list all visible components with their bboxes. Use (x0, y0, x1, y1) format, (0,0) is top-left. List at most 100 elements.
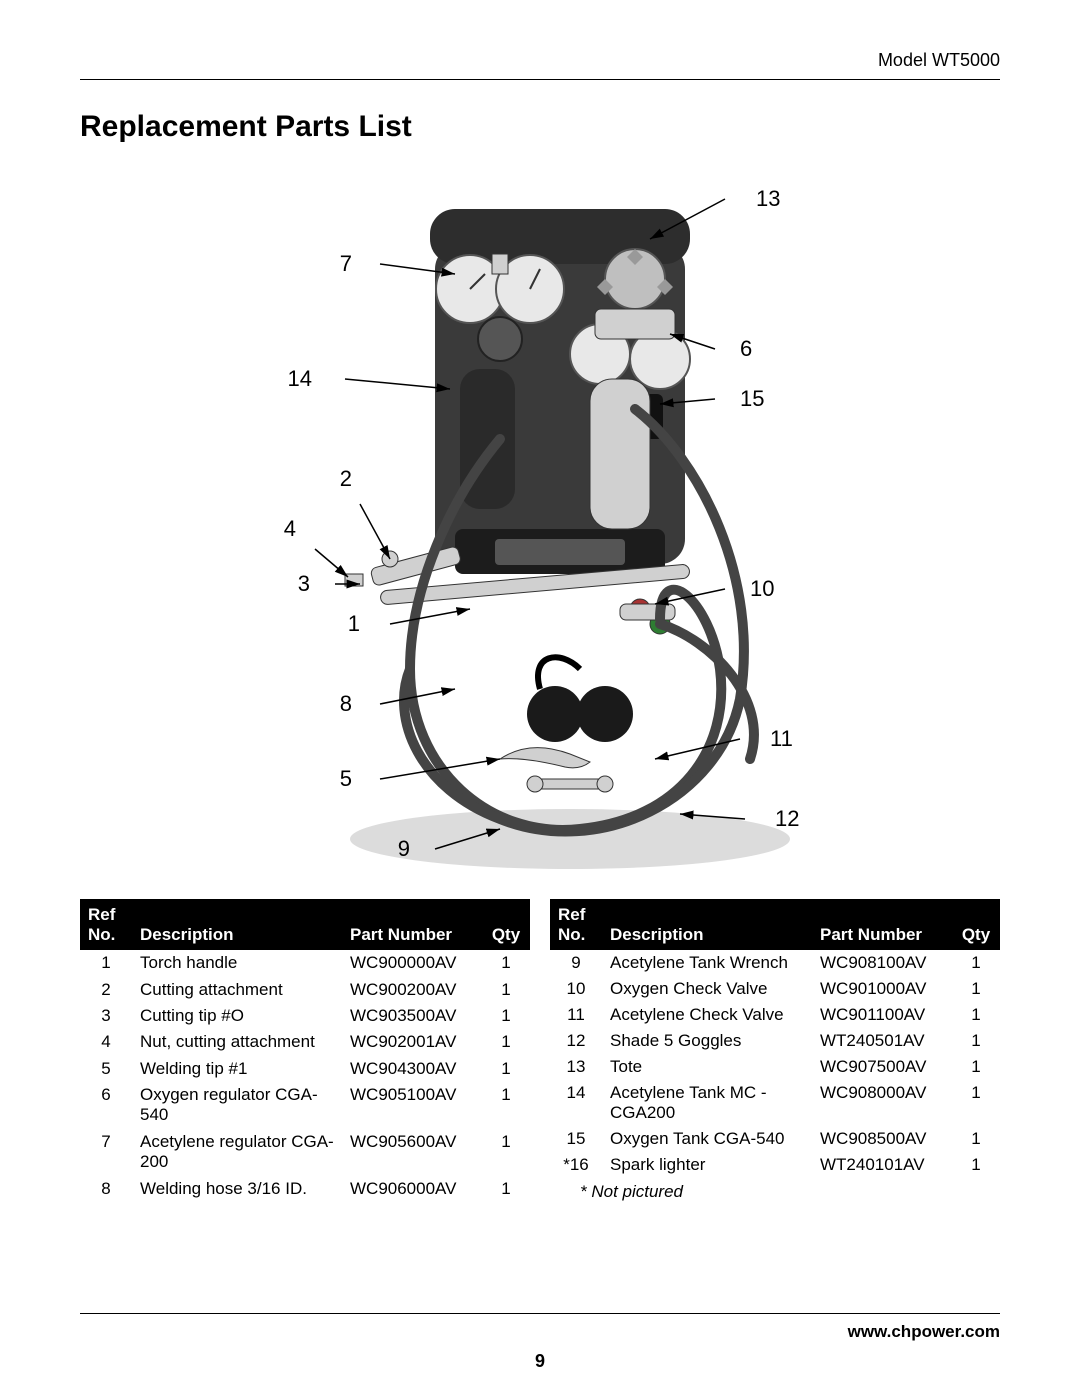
cell-ref: 12 (550, 1028, 602, 1054)
cell-ref: 1 (80, 950, 132, 976)
callout-number: 1 (348, 611, 360, 636)
table-row: *16Spark lighterWT240101AV1 (550, 1152, 1000, 1178)
cell-ref: 5 (80, 1056, 132, 1082)
cell-pn: WC901000AV (812, 976, 952, 1002)
cell-pn: WC900000AV (342, 950, 482, 976)
cell-desc: Welding tip #1 (132, 1056, 342, 1082)
callout-number: 6 (740, 336, 752, 361)
cell-pn: WC903500AV (342, 1003, 482, 1029)
table-row: 4Nut, cutting attachmentWC902001AV1 (80, 1029, 530, 1055)
cell-desc: Spark lighter (602, 1152, 812, 1178)
cell-desc: Tote (602, 1054, 812, 1080)
parts-diagram: 13 7 6 14 15 2 4 3 10 1 8 11 5 12 9 (240, 159, 840, 879)
col-pn: Part Number (812, 899, 952, 950)
cell-ref: *16 (550, 1152, 602, 1178)
callout-number: 8 (340, 691, 352, 716)
cell-qty: 1 (482, 977, 530, 1003)
cell-desc: Acetylene regulator CGA-200 (132, 1129, 342, 1176)
callout-number: 14 (288, 366, 312, 391)
cell-desc: Acetylene Tank Wrench (602, 950, 812, 976)
cell-qty: 1 (482, 1003, 530, 1029)
cell-qty: 1 (952, 976, 1000, 1002)
cell-ref: 8 (80, 1176, 132, 1203)
callout-number: 11 (770, 726, 793, 751)
table-row: 12Shade 5 GogglesWT240501AV1 (550, 1028, 1000, 1054)
callout-number: 15 (740, 386, 764, 411)
cell-qty: 1 (482, 1129, 530, 1176)
col-ref: Ref No. (80, 899, 132, 950)
cell-qty: 1 (952, 1002, 1000, 1028)
col-qty: Qty (952, 899, 1000, 950)
callout-number: 5 (340, 766, 352, 791)
table-row: 10Oxygen Check ValveWC901000AV1 (550, 976, 1000, 1002)
cell-pn: WC908000AV (812, 1080, 952, 1126)
cell-ref: 4 (80, 1029, 132, 1055)
table-row: 11Acetylene Check ValveWC901100AV1 (550, 1002, 1000, 1028)
page-number: 9 (0, 1351, 1080, 1372)
cell-pn: WC904300AV (342, 1056, 482, 1082)
cell-pn: WC902001AV (342, 1029, 482, 1055)
cell-qty: 1 (952, 950, 1000, 976)
cell-desc: Cutting tip #O (132, 1003, 342, 1029)
cell-qty: 1 (952, 1080, 1000, 1126)
cell-pn: WC900200AV (342, 977, 482, 1003)
cell-desc: Welding hose 3/16 ID. (132, 1176, 342, 1203)
cell-pn: WC906000AV (342, 1176, 482, 1203)
table-row: 3Cutting tip #OWC903500AV1 (80, 1003, 530, 1029)
cell-qty: 1 (952, 1126, 1000, 1152)
cell-pn: WT240101AV (812, 1152, 952, 1178)
cell-desc: Nut, cutting attachment (132, 1029, 342, 1055)
cell-ref: 3 (80, 1003, 132, 1029)
col-desc: Description (602, 899, 812, 950)
table-row: 14Acetylene Tank MC - CGA200WC908000AV1 (550, 1080, 1000, 1126)
callout-number: 9 (398, 836, 410, 861)
callout-number: 13 (756, 186, 780, 211)
cell-ref: 11 (550, 1002, 602, 1028)
cell-pn: WC905100AV (342, 1082, 482, 1129)
cell-ref: 7 (80, 1129, 132, 1176)
table-row: 8Welding hose 3/16 ID.WC906000AV1 (80, 1176, 530, 1203)
col-qty: Qty (482, 899, 530, 950)
cell-desc: Oxygen regulator CGA-540 (132, 1082, 342, 1129)
cell-ref: 9 (550, 950, 602, 976)
cell-qty: 1 (952, 1028, 1000, 1054)
cell-ref: 15 (550, 1126, 602, 1152)
callout-number: 3 (298, 571, 310, 596)
callout-number: 2 (340, 466, 352, 491)
cell-pn: WC908500AV (812, 1126, 952, 1152)
parts-table-right: Ref No. Description Part Number Qty 9Ace… (550, 899, 1000, 1178)
cell-pn: WC905600AV (342, 1129, 482, 1176)
cell-qty: 1 (482, 1176, 530, 1203)
cell-pn: WC907500AV (812, 1054, 952, 1080)
callout-number: 10 (750, 576, 774, 601)
cell-pn: WC908100AV (812, 950, 952, 976)
cell-desc: Oxygen Check Valve (602, 976, 812, 1002)
cell-qty: 1 (482, 1029, 530, 1055)
table-row: 13ToteWC907500AV1 (550, 1054, 1000, 1080)
cell-ref: 13 (550, 1054, 602, 1080)
cell-qty: 1 (482, 950, 530, 976)
page-title: Replacement Parts List (80, 110, 1000, 144)
table-row: 7Acetylene regulator CGA-200WC905600AV1 (80, 1129, 530, 1176)
callout-number: 7 (340, 251, 352, 276)
cell-qty: 1 (482, 1082, 530, 1129)
table-row: 5Welding tip #1WC904300AV1 (80, 1056, 530, 1082)
callout-number: 4 (284, 516, 296, 541)
col-desc: Description (132, 899, 342, 950)
table-row: 15Oxygen Tank CGA-540WC908500AV1 (550, 1126, 1000, 1152)
table-row: 2Cutting attachmentWC900200AV1 (80, 977, 530, 1003)
cell-ref: 10 (550, 976, 602, 1002)
cell-desc: Oxygen Tank CGA-540 (602, 1126, 812, 1152)
cell-ref: 6 (80, 1082, 132, 1129)
cell-qty: 1 (952, 1152, 1000, 1178)
page-footer-url: www.chpower.com (80, 1313, 1000, 1342)
cell-qty: 1 (482, 1056, 530, 1082)
goggles-illustration (527, 657, 633, 742)
cell-qty: 1 (952, 1054, 1000, 1080)
cell-desc: Acetylene Check Valve (602, 1002, 812, 1028)
cell-desc: Torch handle (132, 950, 342, 976)
footnote-not-pictured: * Not pictured (550, 1178, 1000, 1202)
cell-pn: WC901100AV (812, 1002, 952, 1028)
col-pn: Part Number (342, 899, 482, 950)
callout-number: 12 (775, 806, 799, 831)
